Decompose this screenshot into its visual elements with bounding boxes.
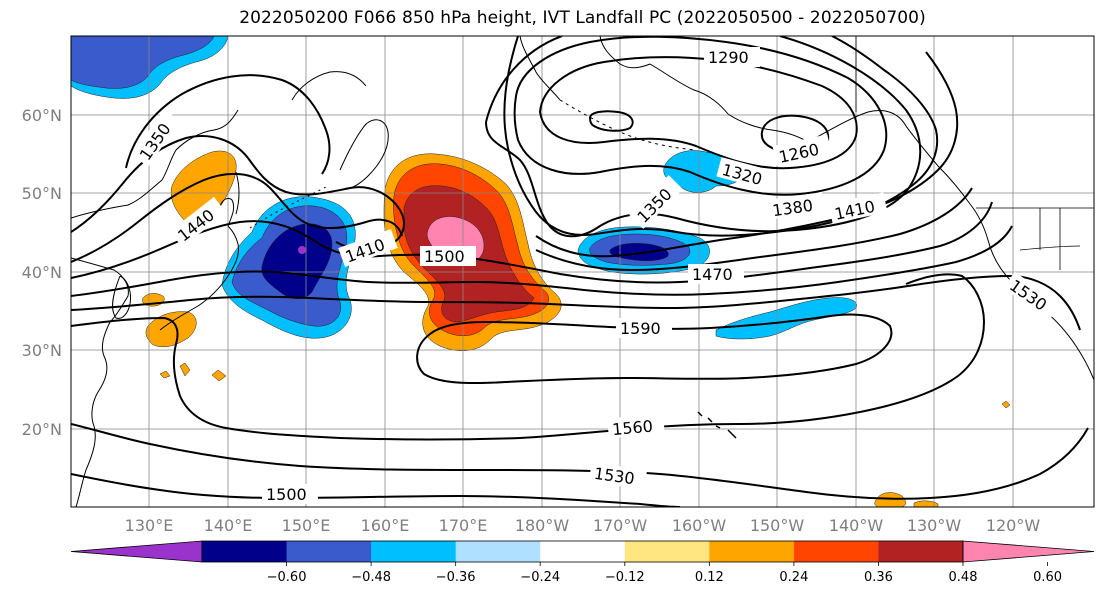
- colorbar-tick-label: 0.12: [695, 570, 724, 585]
- colorbar: −0.60 −0.48 −0.36 −0.24 −0.12 0.12 0.24 0.36 0.4…: [70, 540, 1095, 585]
- lat-label: 60°N: [22, 106, 62, 125]
- graticule: [71, 36, 1094, 507]
- colorbar-segment: [371, 541, 457, 562]
- colorbar-segment: [540, 541, 626, 562]
- map-background: [71, 36, 1094, 507]
- contour-1290: [538, 56, 858, 170]
- positive-dot-2: [179, 362, 191, 377]
- lon-label: 150°W: [750, 516, 805, 535]
- positive-blob-bottom-1: [874, 492, 906, 507]
- positive-blob-japan-south: [145, 311, 197, 348]
- lon-label: 130°W: [907, 516, 962, 535]
- contour-1590: [416, 313, 893, 385]
- longitude-labels: 130°E 140°E 150°E 160°E 170°E 180°W 170°…: [125, 516, 1041, 535]
- contour-label: 1590: [620, 319, 661, 338]
- contour-1380: [503, 36, 939, 237]
- lon-label: 170°E: [439, 516, 488, 535]
- lon-label: 140°W: [829, 516, 884, 535]
- contour-1470: [71, 201, 993, 284]
- lat-label: 20°N: [22, 420, 62, 439]
- colorbar-segment: [878, 541, 964, 562]
- contour-1440: [71, 172, 973, 272]
- lon-label: 120°W: [986, 516, 1041, 535]
- contour-label: 1290: [708, 48, 749, 67]
- colorbar-segment: [455, 541, 541, 562]
- colorbar-frame: [201, 540, 964, 563]
- latitude-labels: 60°N 50°N 40°N 30°N 20°N: [22, 106, 62, 439]
- colorbar-tick-label: 0.48: [949, 570, 978, 585]
- colorbar-segment: [793, 541, 879, 562]
- contour-1290-low: [588, 110, 634, 132]
- map-title: 2022050200 F066 850 hPa height, IVT Land…: [239, 8, 926, 28]
- lat-label: 50°N: [22, 184, 62, 203]
- colorbar-tick-label: 0.36: [864, 570, 893, 585]
- contour-1320: [513, 36, 888, 196]
- colorbar-extend-max: [962, 540, 1095, 563]
- colorbar-segment: [286, 541, 372, 562]
- contour-label: 1500: [266, 485, 307, 504]
- map-area: 1290 1260 1320 1350 1350 1380 1410 1410 …: [71, 36, 1094, 507]
- contour-label: 1500: [424, 247, 465, 266]
- colorbar-tick-label: 0.60: [1033, 570, 1062, 585]
- colorbar-tick-label: −0.36: [436, 570, 476, 585]
- positive-dot-3: [159, 370, 171, 379]
- lon-label: 130°E: [125, 516, 174, 535]
- negative-blob-dateline-core: [609, 243, 669, 262]
- positive-dot-east: [1001, 400, 1011, 409]
- contour-1410: [71, 135, 405, 251]
- lon-label: 170°W: [593, 516, 648, 535]
- lon-label: 140°E: [204, 516, 253, 535]
- lon-label: 150°E: [282, 516, 331, 535]
- colorbar-tick-label: −0.12: [605, 570, 645, 585]
- contour-1500: [71, 225, 1013, 297]
- colorbar-extend-min: [70, 540, 203, 563]
- lon-label: 180°W: [515, 516, 570, 535]
- lon-label: 160°W: [672, 516, 727, 535]
- contour-1560: [71, 273, 986, 441]
- lat-label: 40°N: [22, 263, 62, 282]
- colorbar-segment: [624, 541, 710, 562]
- contour-1350-west: [125, 74, 331, 175]
- contour-1350: [485, 36, 922, 238]
- lon-label: 160°E: [361, 516, 410, 535]
- lat-label: 30°N: [22, 341, 62, 360]
- colorbar-tick-label: 0.24: [779, 570, 808, 585]
- contour-label: 1470: [692, 265, 733, 284]
- contour-label: 1560: [611, 417, 653, 439]
- positive-dot-1: [211, 369, 227, 382]
- colorbar-tick-label: −0.48: [351, 570, 391, 585]
- colorbar-segment: [202, 541, 288, 562]
- colorbar-tick-label: −0.60: [267, 570, 307, 585]
- map-frame: [70, 35, 1095, 508]
- contour-1500-south: [71, 473, 681, 507]
- negative-blob-northwest-mid: [71, 36, 215, 89]
- colorbar-segment: [709, 541, 795, 562]
- colorbar-tick-label: −0.24: [520, 570, 560, 585]
- contour-1530: [71, 274, 1081, 331]
